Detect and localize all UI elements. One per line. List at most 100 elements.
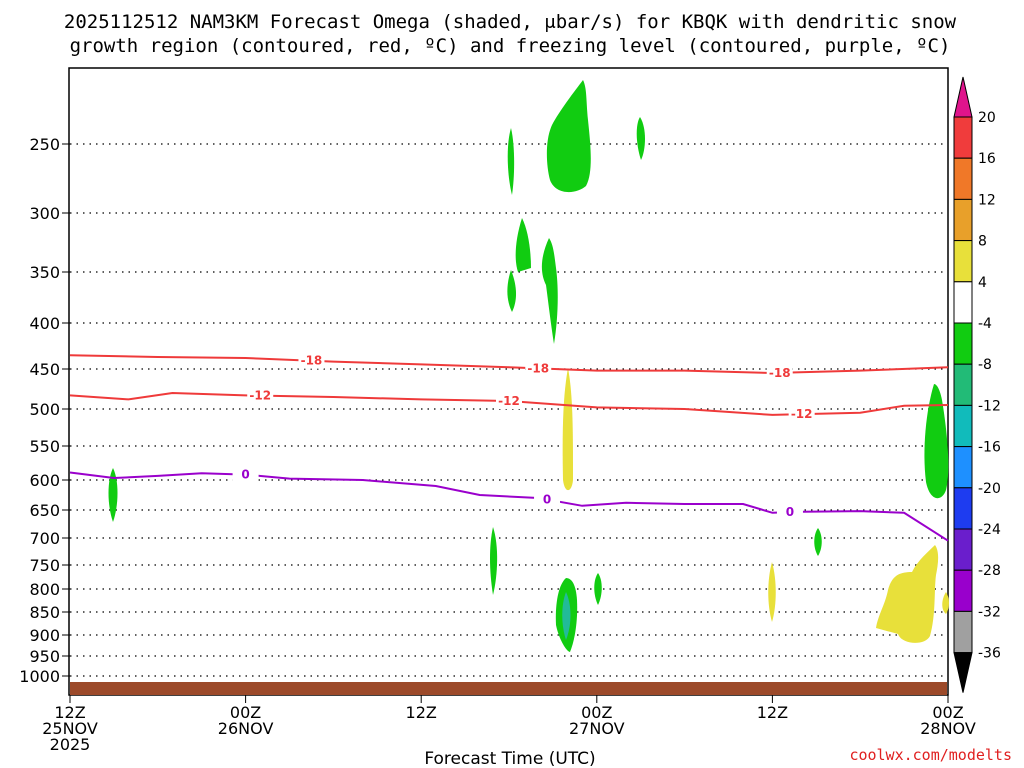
x-tick-label: 12Z — [757, 703, 788, 722]
y-tick-label: 400 — [29, 314, 60, 333]
y-tick-label: 250 — [29, 135, 60, 154]
colorbar-segment — [953, 157, 973, 200]
colorbar-label: -4 — [978, 316, 992, 332]
contour-label-bg — [232, 466, 259, 483]
y-tick-label: 500 — [29, 400, 60, 419]
omega-region-8 — [490, 527, 498, 595]
colorbar-segment — [953, 281, 973, 324]
y-tick-label: 650 — [29, 501, 60, 520]
contour-label-minus18: -18 — [527, 361, 549, 375]
colorbar-segment — [953, 487, 973, 530]
omega-region-15 — [876, 545, 939, 643]
y-tick-label: 700 — [29, 529, 60, 548]
contour-label-minus12: -12 — [249, 389, 271, 403]
chart-title-line1: 2025112512 NAM3KM Forecast Omega (shaded… — [64, 11, 957, 33]
colorbar-label: -12 — [978, 398, 1001, 414]
terrain-band — [70, 682, 947, 695]
omega-region-0 — [546, 80, 591, 193]
omega-region-6 — [108, 468, 118, 522]
contour-label-bg — [534, 491, 561, 508]
colorbar-segment — [953, 322, 973, 365]
x-tick-label: 00Z — [932, 703, 963, 722]
omega-region-4 — [541, 238, 558, 344]
contour-label-bg — [298, 352, 325, 369]
y-tick-label: 600 — [29, 471, 60, 490]
y-tick-label: 950 — [29, 647, 60, 666]
contour-label-bg — [788, 406, 815, 423]
contour-label-minus18: -18 — [769, 366, 791, 380]
y-axis-ticks: 250 300 350 400 450 500 550 600 650 700 750 800 850 9… — [19, 135, 70, 686]
x-tick-label: 26NOV — [218, 719, 274, 738]
colorbar-segment — [953, 528, 973, 571]
y-tick-label: 450 — [29, 360, 60, 379]
x-tick-label: 00Z — [230, 703, 261, 722]
colorbar-label: 20 — [978, 110, 996, 126]
omega-region-12 — [562, 592, 571, 640]
omega-region-1 — [636, 117, 645, 160]
omega-region-2 — [507, 128, 515, 195]
colorbar-label: 12 — [978, 192, 996, 208]
colorbar-segment — [953, 610, 973, 654]
omega-region-3 — [515, 218, 531, 272]
y-tick-label: 750 — [29, 556, 60, 575]
omega-shading — [108, 80, 949, 652]
colorbar-label: -8 — [978, 357, 992, 373]
contour-minus18 — [69, 354, 949, 375]
colorbar: 20 16 12 8 4 -4 -8 -12 -16 -20 -24 -28 -32 -36 — [953, 76, 1001, 693]
contours: -18 -18 -18 -12 -12 -12 0 0 0 — [69, 352, 949, 542]
contour-label-minus12: -12 — [498, 394, 520, 408]
chart-title-line2: growth region (contoured, red, ºC) and f… — [70, 35, 951, 57]
colorbar-segment — [953, 404, 973, 448]
y-tick-label: 350 — [29, 263, 60, 282]
contour-label-bg — [766, 364, 793, 381]
contour-label-bg — [776, 504, 803, 521]
y-tick-label: 300 — [29, 204, 60, 223]
omega-region-16 — [942, 592, 949, 614]
colorbar-label: 16 — [978, 151, 996, 167]
colorbar-segment — [953, 116, 973, 159]
y-tick-label: 1000 — [19, 667, 60, 686]
colorbar-label: 8 — [978, 234, 987, 250]
contour-label-freezing: 0 — [543, 493, 551, 507]
colorbar-bottom-arrow — [953, 652, 973, 693]
colorbar-label: -16 — [978, 440, 1001, 456]
colorbar-label: -32 — [978, 604, 1001, 620]
contour-label-minus18: -18 — [301, 354, 323, 368]
omega-region-9 — [814, 528, 822, 556]
x-tick-label: 28NOV — [920, 719, 976, 738]
contour-label-bg — [247, 387, 274, 404]
contour-label-bg — [525, 360, 552, 377]
x-tick-label: 27NOV — [569, 719, 625, 738]
colorbar-segment — [953, 198, 973, 242]
y-tick-label: 900 — [29, 626, 60, 645]
colorbar-label: 4 — [978, 275, 987, 291]
colorbar-top-arrow — [953, 76, 973, 118]
omega-region-13 — [562, 368, 573, 491]
colorbar-label: -28 — [978, 563, 1001, 579]
contour-label-minus12: -12 — [791, 407, 813, 421]
y-tick-label: 550 — [29, 437, 60, 456]
omega-region-7 — [924, 384, 949, 499]
colorbar-label: -20 — [978, 481, 1001, 497]
contour-label-freezing: 0 — [786, 505, 794, 519]
x-tick-label: 00Z — [581, 703, 612, 722]
omega-region-10 — [594, 573, 602, 605]
omega-region-14 — [768, 562, 776, 622]
y-tick-label: 800 — [29, 580, 60, 599]
colorbar-segment — [953, 240, 973, 283]
x-tick-label: 2025 — [50, 735, 91, 754]
x-axis-label: Forecast Time (UTC) — [424, 749, 595, 768]
colorbar-label: -36 — [978, 646, 1001, 662]
y-tick-label: 850 — [29, 603, 60, 622]
omega-region-5 — [507, 270, 517, 312]
contour-label-freezing: 0 — [241, 468, 249, 482]
credit-link[interactable]: coolwx.com/modelts — [849, 746, 1012, 764]
colorbar-segment — [953, 363, 973, 406]
contour-label-bg — [496, 393, 522, 409]
x-tick-label: 12Z — [406, 703, 437, 722]
colorbar-segment — [953, 446, 973, 489]
colorbar-segment — [953, 569, 973, 612]
x-tick-label: 12Z — [54, 703, 85, 722]
